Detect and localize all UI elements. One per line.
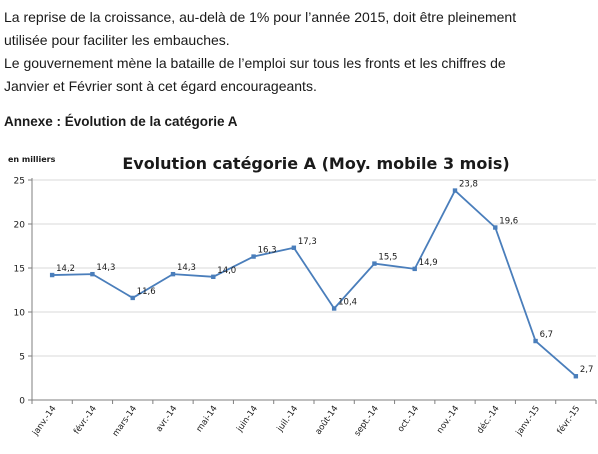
x-tick-label: juin-14 — [234, 404, 260, 435]
x-tick-label: avr.-14 — [154, 404, 179, 434]
x-tick-labels: janv.-14 févr.-14 mars-14 avr.-14 mai-14 juin… — [30, 403, 582, 438]
series-line — [52, 189, 577, 377]
y-tick-labels: 0 5 10 15 20 25 — [14, 177, 26, 407]
data-point — [372, 261, 377, 266]
x-tick-label: nov.-14 — [435, 404, 461, 436]
data-point — [130, 295, 135, 301]
x-tick-label: août-14 — [313, 404, 340, 437]
data-label: 15,5 — [378, 253, 397, 263]
data-point — [49, 272, 55, 278]
data-label: 14,3 — [96, 263, 115, 273]
data-label: 14,0 — [217, 266, 236, 276]
data-label: 19,6 — [499, 217, 518, 227]
y-tick-label: 0 — [19, 397, 25, 407]
y-tick-label: 5 — [19, 353, 25, 363]
x-tick-label: janv.-15 — [514, 404, 542, 438]
data-point — [452, 188, 458, 193]
data-point — [291, 245, 297, 250]
data-label: 11,6 — [137, 287, 156, 297]
data-label: 23,8 — [459, 180, 478, 190]
article-line-1: La reprise de la croissance, au-delà de … — [4, 9, 517, 25]
data-point — [412, 266, 417, 272]
data-label: 2,7 — [580, 365, 594, 375]
chart-title: Evolution catégorie A (Moy. mobile 3 moi… — [122, 154, 509, 173]
x-tick-label: févr.-14 — [71, 403, 99, 436]
data-labels: 14,2 14,3 11,6 14,3 14,0 16,3 17,3 10,4 15,5 14,9… — [56, 180, 593, 376]
data-label: 10,4 — [338, 297, 357, 307]
article-paragraph: La reprise de la croissance, au-delà de … — [4, 6, 594, 98]
x-tick-label: févr.-15 — [555, 403, 583, 436]
y-tick-label: 25 — [14, 177, 25, 187]
article-line-3: Le gouvernement mène la bataille de l’em… — [4, 55, 506, 71]
data-label: 16,3 — [258, 246, 277, 256]
data-label: 14,2 — [56, 264, 75, 274]
data-label: 6,7 — [540, 330, 554, 340]
data-label: 14,9 — [419, 258, 438, 268]
y-tick-label: 15 — [14, 265, 25, 275]
x-tick-label: sept.-14 — [353, 404, 381, 438]
line-chart: Evolution catégorie A (Moy. mobile 3 moi… — [8, 154, 597, 439]
x-tick-label: mai-14 — [194, 404, 219, 434]
data-point — [493, 225, 498, 230]
article-line-2: utilisée pour faciliter les embauches. — [4, 32, 230, 48]
x-tick-label: janv.-14 — [30, 404, 58, 438]
x-tick-label: déc.-14 — [474, 403, 501, 435]
article-line-4: Janvier et Février sont à cet égard enco… — [4, 78, 317, 94]
data-point — [211, 274, 216, 279]
data-point — [170, 271, 176, 277]
data-label: 17,3 — [298, 237, 317, 247]
y-unit-label: en milliers — [8, 155, 56, 164]
data-point — [331, 306, 337, 311]
y-tick-label: 20 — [14, 221, 26, 231]
data-point — [251, 254, 256, 259]
axes — [31, 178, 597, 404]
annex-title: Annexe : Évolution de la catégorie A — [4, 114, 238, 129]
data-point — [90, 271, 95, 277]
data-point — [533, 338, 538, 344]
series-line-path — [52, 189, 577, 377]
x-tick-label: juil.-14 — [275, 404, 300, 434]
x-tick-label: mars-14 — [111, 404, 139, 439]
data-points — [49, 188, 579, 379]
data-point — [573, 374, 579, 379]
x-tick-label: oct.-14 — [396, 404, 421, 434]
gridlines — [28, 179, 596, 401]
y-tick-label: 10 — [14, 309, 26, 319]
data-label: 14,3 — [177, 263, 196, 273]
